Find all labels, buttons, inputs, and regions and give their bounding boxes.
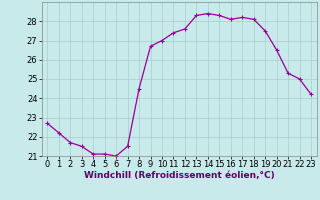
- X-axis label: Windchill (Refroidissement éolien,°C): Windchill (Refroidissement éolien,°C): [84, 171, 275, 180]
